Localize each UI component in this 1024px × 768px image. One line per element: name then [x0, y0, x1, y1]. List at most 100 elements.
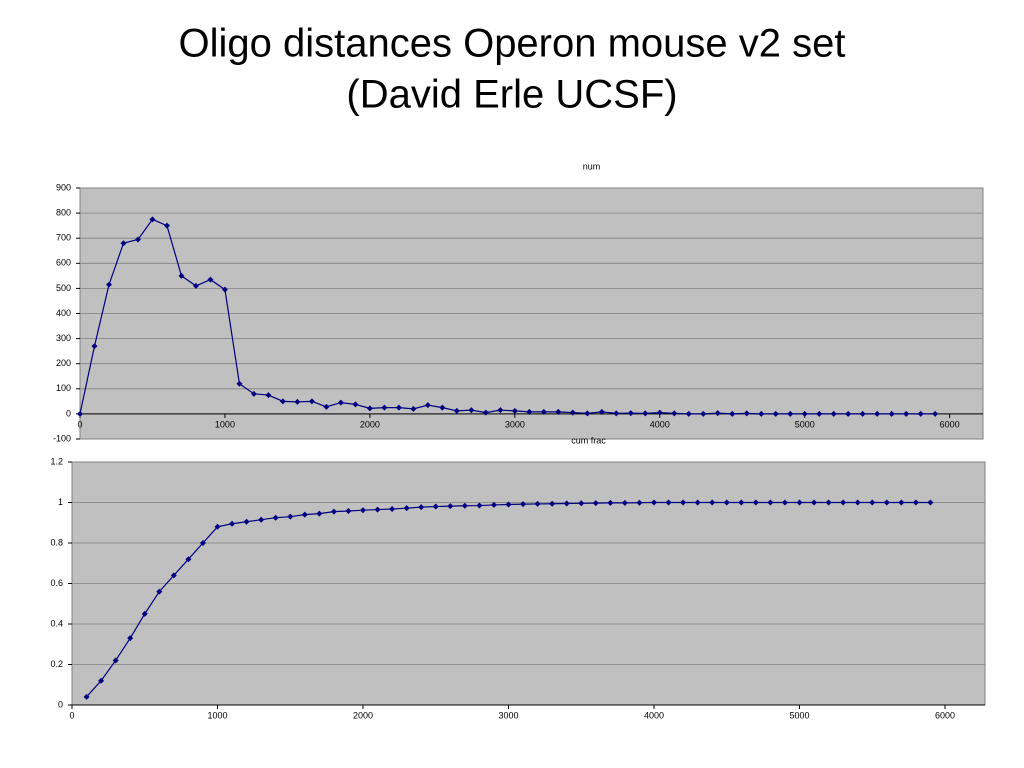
data-point [482, 409, 489, 416]
data-point [627, 410, 634, 417]
data-point [476, 502, 483, 509]
data-point [694, 499, 701, 506]
y-tick-label: 700 [56, 233, 71, 243]
data-point [381, 404, 388, 411]
data-point [395, 404, 402, 411]
x-tick-label: 4000 [644, 710, 664, 720]
data-point [178, 272, 185, 279]
slide-title: (David Erle UCSF) [346, 73, 677, 117]
data-point [258, 516, 265, 523]
data-point [199, 540, 206, 546]
data-point [308, 398, 315, 405]
data-point [170, 572, 177, 579]
data-point [888, 410, 895, 417]
data-point [490, 501, 497, 508]
data-point [447, 503, 454, 510]
data-point [511, 407, 518, 414]
data-point [265, 392, 272, 399]
data-point [520, 501, 527, 508]
data-point [656, 409, 663, 416]
slide-title: Oligo distances Operon mouse v2 set [178, 22, 845, 66]
data-point [410, 405, 417, 412]
x-tick-label: 4000 [650, 419, 670, 429]
x-tick-label: 0 [69, 710, 74, 720]
x-tick-label: 2000 [353, 710, 373, 720]
data-point [250, 390, 257, 397]
x-tick-label: 2000 [360, 419, 380, 429]
data-point [772, 410, 779, 417]
data-point [569, 409, 576, 416]
data-point [497, 407, 504, 414]
data-point [584, 410, 591, 417]
y-tick-label: 100 [56, 383, 71, 393]
data-point [221, 286, 228, 293]
y-tick-label: 0.6 [50, 578, 63, 588]
data-point [287, 513, 294, 520]
data-point [156, 588, 163, 595]
data-point [505, 501, 512, 508]
data-point [272, 514, 279, 521]
data-point [811, 499, 818, 506]
data-point [461, 502, 468, 509]
x-tick-label: 1000 [215, 419, 235, 429]
data-point [134, 236, 141, 243]
data-point [830, 410, 837, 417]
data-point [83, 693, 90, 700]
chart-title: num [583, 161, 601, 171]
data-point [685, 410, 692, 417]
y-tick-label: 400 [56, 308, 71, 318]
data-point [671, 410, 678, 417]
data-point [243, 518, 250, 525]
data-point [540, 408, 547, 415]
data-point [917, 410, 924, 417]
x-tick-label: 6000 [940, 419, 960, 429]
data-point [403, 505, 410, 512]
data-point [854, 499, 861, 506]
data-point [418, 504, 425, 511]
y-tick-label: 1.2 [50, 456, 63, 466]
data-point [781, 499, 788, 506]
data-point [845, 410, 852, 417]
data-point [389, 505, 396, 512]
chart-title: cum frac [571, 435, 606, 445]
x-tick-label: 1000 [207, 710, 227, 720]
data-point [898, 499, 905, 506]
x-tick-label: 3000 [505, 419, 525, 429]
data-point [903, 410, 910, 417]
data-point [374, 506, 381, 513]
data-point [621, 499, 628, 506]
data-point [738, 499, 745, 506]
data-point [352, 401, 359, 408]
data-point [714, 410, 721, 417]
data-point [534, 500, 541, 507]
data-point [432, 503, 439, 510]
data-point [337, 399, 344, 406]
data-point [229, 520, 236, 527]
data-point [932, 410, 939, 417]
data-point [207, 276, 214, 283]
data-point [192, 282, 199, 289]
data-point [316, 510, 323, 517]
y-tick-label: 0.2 [50, 659, 63, 669]
data-point [236, 380, 243, 387]
data-point [549, 500, 556, 507]
y-tick-label: 0.4 [50, 618, 63, 628]
data-point [607, 499, 614, 506]
x-tick-label: 6000 [935, 710, 955, 720]
data-point [77, 410, 83, 417]
data-point [91, 343, 98, 350]
data-point [563, 500, 570, 507]
y-tick-label: 0 [58, 699, 63, 709]
data-point [120, 240, 127, 247]
y-tick-label: 900 [56, 182, 71, 192]
data-point [613, 410, 620, 417]
data-point [468, 407, 475, 414]
data-point [439, 404, 446, 411]
data-point [185, 556, 192, 563]
data-point [141, 610, 148, 617]
x-tick-label: 5000 [789, 710, 809, 720]
y-tick-label: 800 [56, 207, 71, 217]
y-tick-label: -100 [53, 433, 71, 443]
data-point [592, 500, 599, 507]
